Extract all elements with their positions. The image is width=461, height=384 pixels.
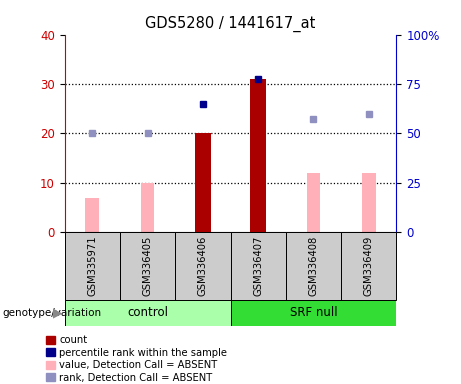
Bar	[362, 173, 376, 232]
Text: GSM336407: GSM336407	[253, 236, 263, 296]
Bar	[141, 183, 154, 232]
Text: GSM336406: GSM336406	[198, 236, 208, 296]
FancyBboxPatch shape	[230, 232, 286, 300]
Bar	[250, 79, 266, 232]
Text: control: control	[127, 306, 168, 319]
Text: GSM336409: GSM336409	[364, 236, 374, 296]
Text: ▶: ▶	[53, 306, 63, 319]
Bar	[195, 134, 211, 232]
Text: GSM336405: GSM336405	[142, 236, 153, 296]
Text: genotype/variation: genotype/variation	[2, 308, 101, 318]
FancyBboxPatch shape	[65, 232, 120, 300]
FancyBboxPatch shape	[230, 300, 396, 326]
Text: GSM335971: GSM335971	[87, 236, 97, 296]
FancyBboxPatch shape	[65, 300, 230, 326]
FancyBboxPatch shape	[175, 232, 230, 300]
Legend: count, percentile rank within the sample, value, Detection Call = ABSENT, rank, : count, percentile rank within the sample…	[47, 335, 227, 383]
FancyBboxPatch shape	[120, 232, 175, 300]
FancyBboxPatch shape	[286, 232, 341, 300]
Text: SRF null: SRF null	[290, 306, 337, 319]
Text: GSM336408: GSM336408	[308, 236, 319, 296]
Bar	[307, 173, 320, 232]
FancyBboxPatch shape	[341, 232, 396, 300]
Title: GDS5280 / 1441617_at: GDS5280 / 1441617_at	[145, 16, 316, 32]
Bar	[85, 198, 99, 232]
